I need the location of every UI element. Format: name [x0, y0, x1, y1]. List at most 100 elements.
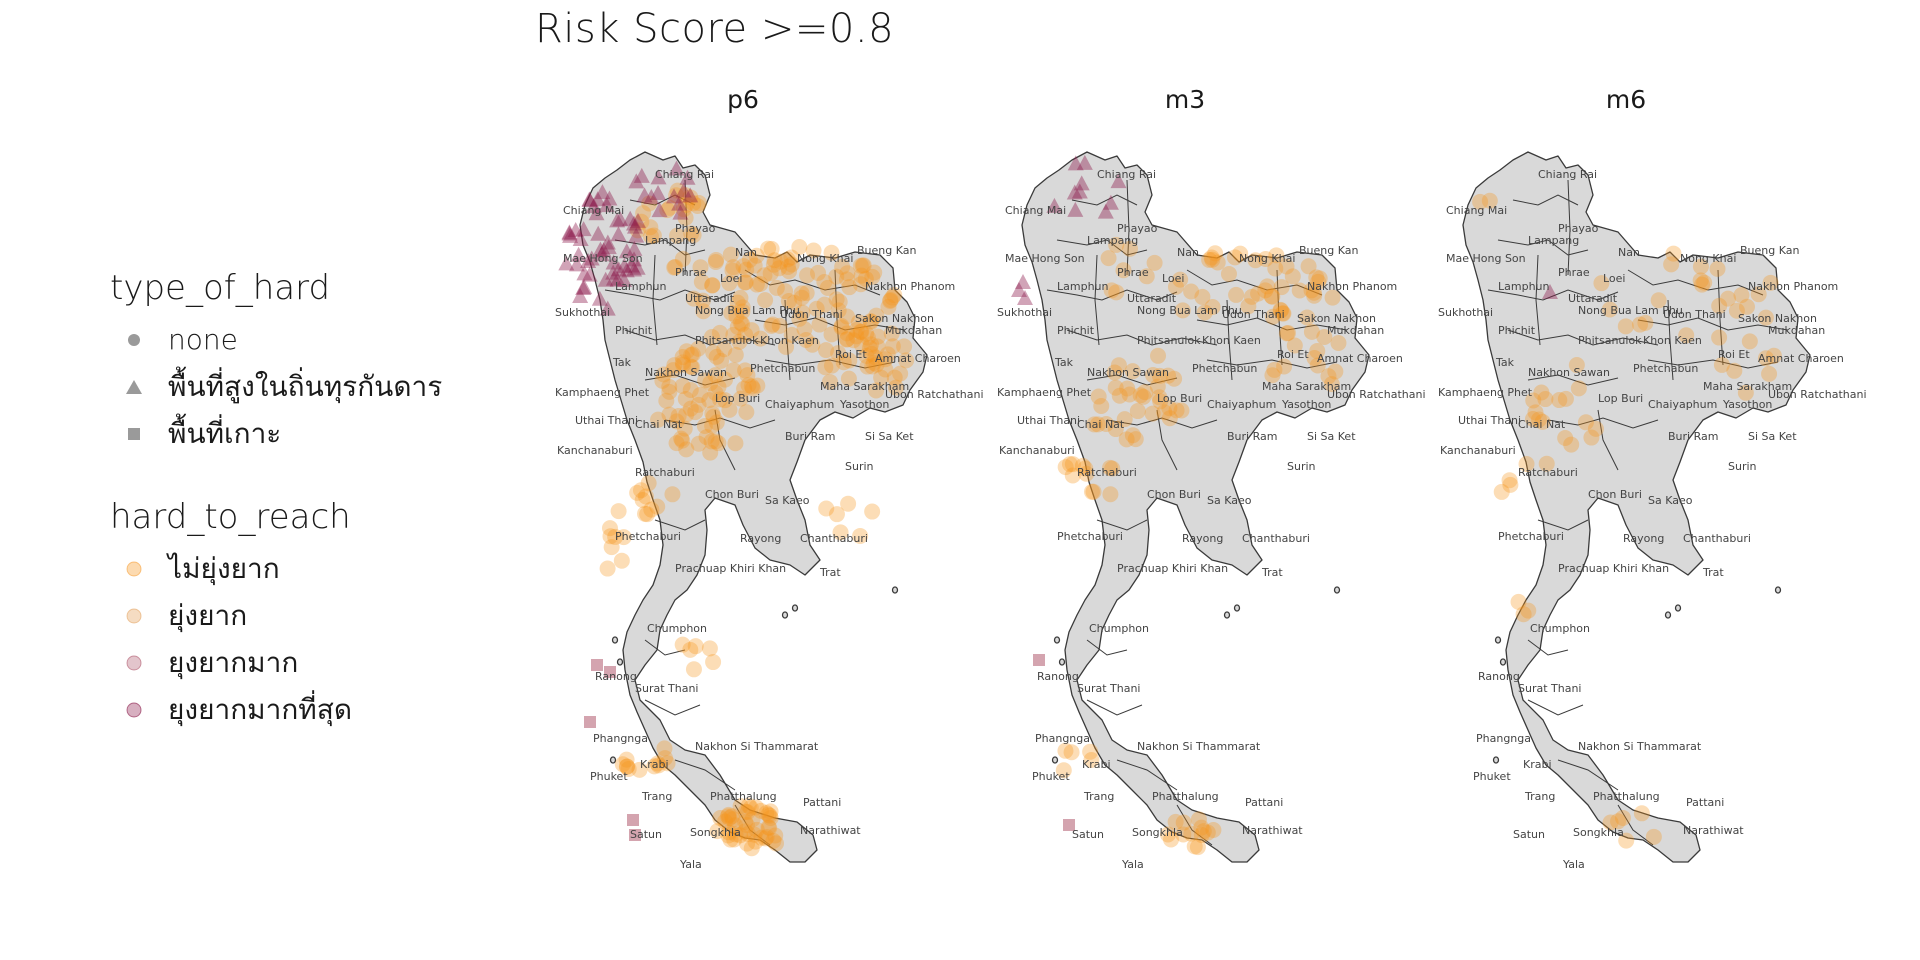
data-point — [818, 500, 835, 517]
data-point — [712, 391, 729, 408]
data-point — [722, 246, 739, 263]
data-point — [720, 806, 737, 823]
island-shape — [1492, 756, 1500, 764]
data-point-highland — [1017, 290, 1033, 305]
data-point — [833, 318, 850, 335]
data-point — [722, 831, 739, 848]
province-label: Phayao — [675, 222, 716, 235]
data-point — [1086, 416, 1103, 433]
data-point — [668, 435, 685, 452]
data-point — [634, 492, 651, 509]
data-point — [771, 317, 788, 334]
data-point — [1055, 762, 1072, 779]
data-point — [740, 797, 757, 814]
data-point — [732, 390, 749, 407]
data-point — [877, 361, 894, 378]
data-point — [763, 317, 780, 334]
province-border — [834, 269, 841, 366]
data-point-highland — [626, 218, 643, 234]
data-point-highland — [1067, 155, 1084, 171]
data-point — [1617, 318, 1634, 335]
province-border — [1056, 239, 1148, 256]
data-point — [1220, 265, 1237, 282]
data-point — [1645, 828, 1662, 845]
data-point — [668, 187, 685, 204]
data-point — [674, 377, 691, 394]
province-label: Ubon Ratchathani — [1327, 388, 1426, 401]
data-point — [727, 826, 744, 843]
data-point — [1149, 378, 1166, 395]
data-point — [852, 323, 869, 340]
data-point — [1167, 813, 1184, 830]
province-label: Lop Buri — [1598, 392, 1643, 405]
data-point-highland — [588, 205, 605, 221]
data-point — [659, 202, 676, 219]
data-point — [1570, 380, 1587, 397]
province-border — [1535, 254, 1541, 346]
data-point — [708, 414, 725, 431]
data-point — [1538, 455, 1555, 472]
data-point — [1711, 329, 1728, 346]
province-label: Nan — [1177, 246, 1199, 259]
data-point — [1306, 287, 1323, 304]
province-border — [1617, 804, 1654, 846]
data-point — [720, 827, 737, 844]
data-point — [618, 751, 635, 768]
data-point — [1551, 392, 1568, 409]
data-point-highland — [561, 224, 578, 240]
data-point — [1320, 368, 1337, 385]
data-point — [867, 349, 884, 366]
data-point — [1557, 390, 1574, 407]
legend: type_of_hard none พื้นที่สูงในถิ่นทุรกัน… — [110, 268, 530, 773]
data-point — [674, 432, 691, 449]
data-point — [779, 258, 796, 275]
data-point — [701, 640, 718, 657]
province-label: Chumphon — [1530, 622, 1590, 635]
data-point — [1083, 752, 1100, 769]
data-point — [1093, 398, 1110, 415]
province-label: Chanthaburi — [1683, 532, 1751, 545]
data-point — [892, 365, 909, 382]
province-label: Yasothon — [1722, 398, 1772, 411]
legend-hard-to-reach: hard_to_reach ไม่ยุ่งยาก ยุ่งยาก ยุงยากม… — [110, 497, 530, 733]
data-point — [656, 740, 673, 757]
data-point — [762, 809, 779, 826]
data-point-highland — [575, 279, 592, 295]
data-point — [887, 379, 904, 396]
data-point-highland — [581, 191, 598, 207]
data-point — [762, 265, 779, 282]
data-point — [1286, 337, 1303, 354]
province-label: Phetchabun — [1633, 362, 1698, 375]
data-point-island — [627, 814, 639, 826]
data-point — [737, 823, 754, 840]
data-point-highland — [625, 215, 642, 231]
data-point — [798, 331, 815, 348]
province-label: Phetchaburi — [1498, 530, 1564, 543]
data-point — [1557, 429, 1574, 446]
data-point — [1583, 429, 1600, 446]
data-point — [1750, 286, 1767, 303]
data-point — [731, 333, 748, 350]
data-point — [1593, 275, 1610, 292]
data-point — [645, 227, 662, 244]
data-point-highland — [671, 195, 688, 211]
data-point — [1193, 827, 1210, 844]
island-shape — [1058, 658, 1066, 666]
data-point-highland — [610, 226, 627, 242]
province-border — [1667, 299, 1674, 381]
data-point — [1203, 249, 1220, 266]
data-point — [737, 362, 754, 379]
data-point — [852, 257, 869, 274]
data-point — [743, 322, 760, 339]
data-point — [1309, 342, 1326, 359]
data-point — [1172, 271, 1189, 288]
province-label: Trang — [641, 790, 672, 803]
province-border — [1637, 317, 1789, 331]
island-shape — [1494, 636, 1502, 644]
data-point — [629, 484, 646, 501]
data-point — [673, 430, 690, 447]
data-point-highland — [630, 212, 647, 228]
data-point — [702, 375, 719, 392]
data-point — [780, 293, 797, 310]
